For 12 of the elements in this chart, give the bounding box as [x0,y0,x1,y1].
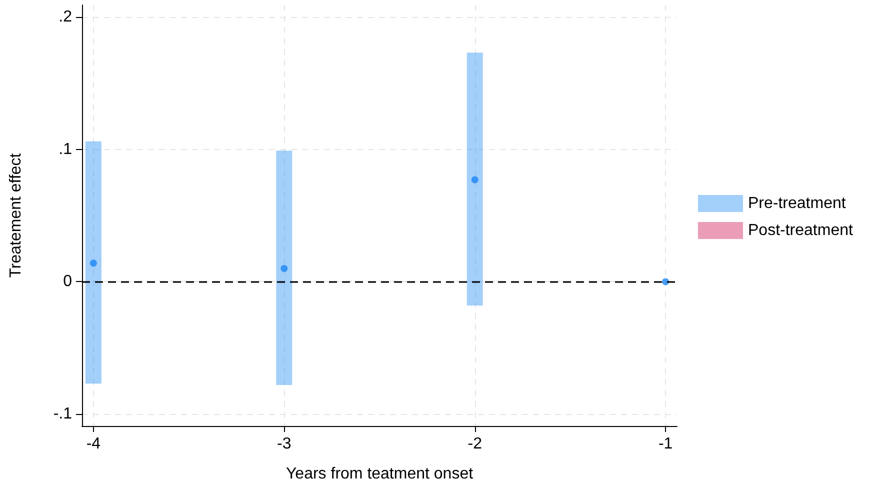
legend-label: Pre-treatment [748,195,846,212]
y-tick-label: -.1 [53,406,72,423]
x-tick-label: -1 [658,436,673,452]
x-axis-title: Years from teatment onset [286,466,474,482]
y-axis-title: Treatement effect [8,152,24,278]
y-tick-label: .1 [58,140,72,158]
y-tick-label: .2 [58,8,72,26]
y-tick-label: 0 [63,273,72,290]
x-tick-label: -3 [277,436,292,452]
x-tick-label: -2 [468,436,482,452]
x-tick-label: -4 [86,436,101,452]
legend-label: Post-treatment [748,222,854,239]
